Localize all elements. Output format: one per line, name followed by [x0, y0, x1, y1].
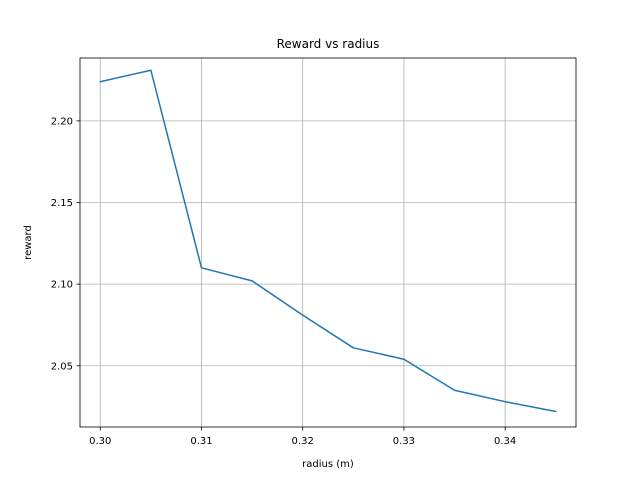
y-axis-label: reward — [23, 225, 34, 260]
grid-layer — [80, 58, 576, 427]
x-tick-label: 0.30 — [89, 436, 111, 447]
plot-frame — [79, 57, 577, 428]
x-axis-label: radius (m) — [302, 459, 354, 470]
ticks-layer: 0.30 0.31 0.32 0.33 0.34 2.05 2.10 2.15 2.20 — [51, 116, 517, 447]
x-tick-label: 0.32 — [292, 436, 314, 447]
chart-title: Reward vs radius — [277, 37, 380, 51]
y-tick-label: 2.10 — [51, 280, 73, 291]
series-layer — [99, 69, 557, 413]
x-tick-label: 0.31 — [190, 436, 212, 447]
y-tick-label: 2.15 — [51, 198, 73, 209]
y-tick-label: 2.05 — [51, 361, 73, 372]
reward-line — [99, 69, 557, 413]
y-tick-label: 2.20 — [51, 116, 73, 127]
x-tick-label: 0.34 — [494, 436, 516, 447]
x-tick-label: 0.33 — [393, 436, 415, 447]
